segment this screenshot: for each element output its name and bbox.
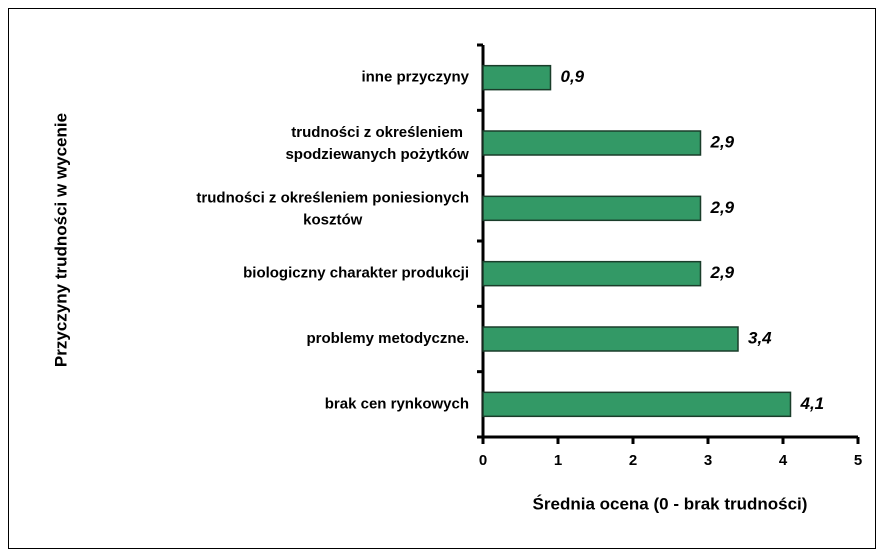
data-label: 3,4 — [748, 328, 772, 347]
data-label: 4,1 — [800, 394, 825, 413]
bar — [482, 64, 552, 91]
y-tick-label: biologiczny charakter produkcji — [243, 265, 469, 282]
x-tick-label: 5 — [854, 452, 862, 469]
y-tick-label: trudności z określeniem poniesionych kosz… — [196, 189, 469, 228]
bar — [482, 195, 702, 222]
y-tick-label: trudności z określeniem spodziewanych poż… — [285, 124, 469, 163]
x-tick-label: 3 — [704, 452, 712, 469]
y-tick-label: brak cen rynkowych — [325, 395, 469, 412]
x-tick-label: 0 — [479, 452, 487, 469]
y-tick-label-line: spodziewanych pożytków — [285, 146, 469, 163]
y-tick-label-line: trudności z określeniem poniesionych — [196, 189, 469, 206]
y-tick-label-line: problemy metodyczne. — [306, 330, 469, 347]
x-tick-label: 4 — [779, 452, 788, 469]
chart-frame — [8, 8, 876, 549]
y-tick-label: problemy metodyczne. — [306, 330, 469, 347]
data-label: 2,9 — [710, 198, 735, 217]
bar — [482, 260, 702, 287]
y-tick-label: inne przyczyny — [361, 69, 469, 86]
x-axis-label: Średnia ocena (0 - brak trudności) — [533, 494, 808, 513]
bar — [482, 391, 792, 418]
x-tick-label: 1 — [554, 452, 562, 469]
data-label: 2,9 — [710, 263, 735, 282]
y-tick-label-line: trudności z określeniem — [291, 124, 463, 141]
y-axis-label: Przyczyny trudności w wycenie — [51, 113, 70, 367]
bar — [482, 130, 702, 156]
y-tick-label-line: kosztów — [303, 211, 363, 228]
data-label: 0,9 — [561, 67, 585, 86]
y-tick-label-line: biologiczny charakter produkcji — [243, 265, 469, 282]
data-label: 2,9 — [710, 132, 735, 151]
x-tick-label: 2 — [629, 452, 637, 469]
y-tick-label-line: inne przyczyny — [361, 69, 469, 86]
y-tick-label-line: brak cen rynkowych — [325, 395, 469, 412]
bar — [482, 326, 739, 352]
